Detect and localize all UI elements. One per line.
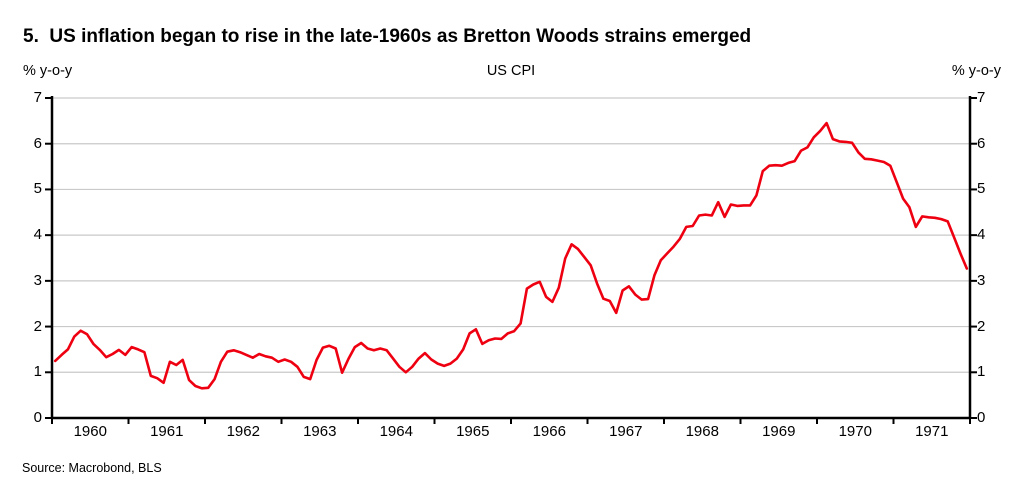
y-axis-label-right: 4	[977, 226, 986, 244]
y-axis-label-right: 3	[977, 271, 986, 289]
chart-title: 5. US inflation began to rise in the lat…	[23, 26, 752, 47]
y-axis-label-left: 7	[33, 89, 42, 106]
cpi-data-line	[53, 121, 969, 390]
left-axis-unit-label: % y-o-y	[23, 63, 73, 79]
x-axis-year-label: 1969	[762, 423, 796, 440]
source-note: Source: Macrobond, BLS	[22, 461, 162, 475]
x-axis-year-label: 1964	[379, 423, 413, 440]
y-axis-label-right: 1	[977, 363, 986, 381]
x-axis-year-label: 1971	[915, 423, 949, 440]
x-axis-year-label: 1963	[303, 423, 337, 440]
x-axis-year-label: 1970	[838, 423, 872, 440]
chart-subtitle: US CPI	[486, 63, 536, 79]
y-axis-label-left: 5	[33, 180, 42, 198]
y-axis-label-left: 6	[33, 134, 42, 152]
x-axis-year-label: 1968	[685, 423, 719, 440]
y-axis-label-right: 5	[977, 180, 986, 198]
y-axis-label-left: 3	[33, 271, 42, 289]
y-axis-label-left: 0	[33, 409, 42, 426]
x-axis-year-label: 1960	[73, 423, 107, 440]
x-axis-year-label: 1961	[150, 423, 184, 440]
x-axis-year-label: 1962	[226, 423, 260, 440]
y-axis-label-right: 2	[977, 317, 986, 335]
y-axis-label-left: 4	[33, 226, 42, 244]
right-axis-unit-label: % y-o-y	[951, 63, 1001, 79]
y-axis-label-left: 1	[33, 363, 42, 381]
y-axis-label-left: 2	[33, 317, 42, 335]
x-axis-year-label: 1966	[532, 423, 566, 440]
y-axis-label-right: 7	[977, 89, 986, 106]
y-axis-label-right: 0	[977, 409, 986, 426]
y-axis-label-right: 6	[977, 134, 986, 152]
x-axis-year-label: 1967	[609, 423, 643, 440]
x-axis-year-label: 1965	[456, 423, 490, 440]
